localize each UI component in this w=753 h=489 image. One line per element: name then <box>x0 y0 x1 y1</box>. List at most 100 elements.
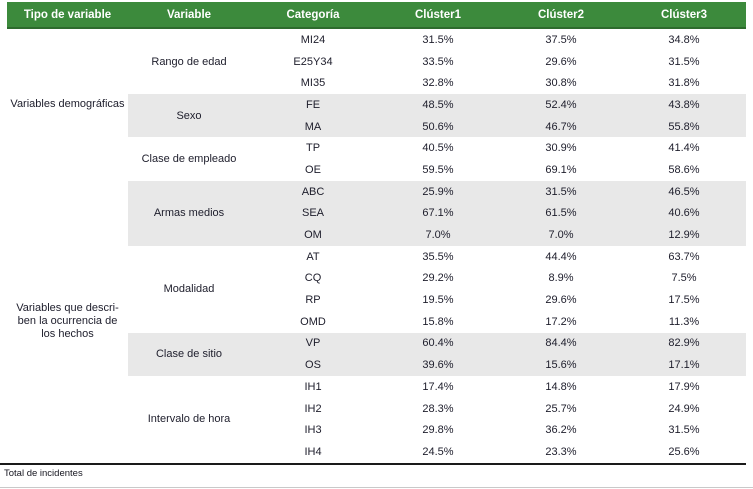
categoria-cell: IH4 <box>304 445 322 458</box>
cluster-value-cell: 50.6% <box>376 115 500 138</box>
table-row: Clase de sitio VP 60.4% 84.4% 82.9% <box>7 332 746 376</box>
table-row: IH3 29.8% 36.2% 31.5% <box>7 419 746 441</box>
cluster-value-cell: 31.5% <box>668 424 700 437</box>
cluster-value-cell: 25.7% <box>545 402 577 415</box>
variable-cell: Modalidad <box>163 283 215 296</box>
tipo-de-variable-cell: Variables que descri-ben la ocurrencia d… <box>16 302 119 341</box>
cluster-value-cell: 36.2% <box>545 424 577 437</box>
cluster-value-cell: 17.1% <box>622 354 746 376</box>
categoria-cell: VP <box>250 332 376 355</box>
categoria-cell: OMD <box>300 315 326 328</box>
cluster-value-cell: 40.5% <box>422 142 454 155</box>
footnote-total-incidentes: Total de incidentes <box>4 468 83 479</box>
categoria-cell: MA <box>250 115 376 138</box>
cluster-value-cell: 8.9% <box>548 272 574 285</box>
cluster-value-cell: 17.9% <box>668 380 700 393</box>
cluster-value-cell: 17.2% <box>545 315 577 328</box>
categoria-cell: AT <box>306 250 320 263</box>
cluster-value-cell: 30.9% <box>545 142 577 155</box>
categoria-cell: ABC <box>250 180 376 203</box>
header-row: Tipo de variable Variable Categoría Clús… <box>7 2 746 29</box>
categoria-cell: FE <box>250 94 376 116</box>
table-row: Variables demográficas Rango de edad MI24 3… <box>7 28 746 110</box>
cluster-value-cell: 59.5% <box>422 163 454 176</box>
variable-cell: Clase de empleado <box>141 153 237 166</box>
cluster-value-cell: 24.5% <box>422 445 454 458</box>
table-row: MA 50.6% 46.7% 55.8% <box>7 115 746 138</box>
cluster-value-cell: 7.0% <box>376 224 500 246</box>
variable-cell: Rango de edad <box>151 55 227 68</box>
header-cluster2: Clúster2 <box>500 2 622 29</box>
cluster-value-cell: 40.6% <box>622 202 746 225</box>
cluster-value-cell: 15.8% <box>422 315 454 328</box>
cluster-value-cell: 31.5% <box>500 180 622 203</box>
table-row: OMD 15.8% 17.2% 11.3% <box>7 311 746 333</box>
categoria-cell: IH3 <box>304 424 322 437</box>
cluster-value-cell: 17.4% <box>422 380 454 393</box>
table-row: Variables que descri-ben la ocurrencia d… <box>7 180 746 340</box>
cluster-value-cell: 84.4% <box>500 332 622 355</box>
cluster-value-cell: 52.4% <box>500 94 622 116</box>
categoria-cell: IH1 <box>304 380 322 393</box>
cluster-value-cell: 43.8% <box>622 94 746 116</box>
categoria-cell: OS <box>250 354 376 376</box>
table-row: CQ 29.2% 8.9% 7.5% <box>7 268 746 290</box>
cluster-value-cell: 31.5% <box>668 55 700 68</box>
header-cluster3: Clúster3 <box>622 2 746 29</box>
header-cluster1: Clúster1 <box>376 2 500 29</box>
cluster-value-cell: 34.8% <box>668 33 700 46</box>
cluster-value-cell: 30.8% <box>545 77 577 90</box>
cluster-value-cell: 31.5% <box>422 33 454 46</box>
cluster-value-cell: 55.8% <box>622 115 746 138</box>
table-row: Clase de empleado TP 40.5% 30.9% 41.4% <box>7 137 746 165</box>
cluster-value-cell: 29.8% <box>422 424 454 437</box>
table-row: Modalidad AT 35.5% 44.4% 63.7% <box>7 246 746 295</box>
cluster-value-cell: 14.8% <box>545 380 577 393</box>
table-row: Sexo FE 48.5% 52.4% 43.8% <box>7 94 746 138</box>
cluster-value-cell: 41.4% <box>668 142 700 155</box>
table-row: RP 19.5% 29.6% 17.5% <box>7 289 746 311</box>
categoria-cell: MI35 <box>300 77 326 90</box>
bottom-thick-rule <box>0 463 746 465</box>
cluster-value-cell: 29.6% <box>545 55 577 68</box>
cluster-value-cell: 15.6% <box>500 354 622 376</box>
header-tipo-de-variable: Tipo de variable <box>7 2 128 29</box>
cluster-value-cell: 37.5% <box>545 33 577 46</box>
cluster-value-cell: 25.6% <box>668 445 700 458</box>
bottom-thin-rule <box>0 487 753 488</box>
cluster-value-cell: 32.8% <box>422 77 454 90</box>
cluster-value-cell: 44.4% <box>545 250 577 263</box>
table-row: E25Y34 33.5% 29.6% 31.5% <box>7 51 746 73</box>
table-row: IH2 28.3% 25.7% 24.9% <box>7 398 746 420</box>
table-row: IH4 24.5% 23.3% 25.6% <box>7 441 746 463</box>
cluster-value-cell: 29.2% <box>422 272 454 285</box>
categoria-cell: SEA <box>250 202 376 225</box>
cluster-table-wrap: Tipo de variable Variable Categoría Clús… <box>7 2 746 463</box>
table-body: Variables demográficas Rango de edad MI24 3… <box>7 28 746 463</box>
variable-cell: Armas medios <box>128 180 250 246</box>
table-row: OE 59.5% 69.1% 58.6% <box>7 159 746 181</box>
cluster-value-cell: 35.5% <box>422 250 454 263</box>
cluster-value-cell: 7.5% <box>671 272 697 285</box>
cluster-value-cell: 58.6% <box>668 163 700 176</box>
cluster-value-cell: 29.6% <box>545 294 577 307</box>
header-categoria: Categoría <box>250 2 376 29</box>
cluster-value-cell: 46.5% <box>622 180 746 203</box>
cluster-value-cell: 11.3% <box>668 315 700 328</box>
cluster-value-cell: 7.0% <box>500 224 622 246</box>
categoria-cell: E25Y34 <box>293 55 333 68</box>
cluster-value-cell: 17.5% <box>668 294 700 307</box>
variable-cell: Sexo <box>128 94 250 138</box>
cluster-value-cell: 28.3% <box>422 402 454 415</box>
cluster-value-cell: 69.1% <box>545 163 577 176</box>
cluster-value-cell: 25.9% <box>376 180 500 203</box>
cluster-value-cell: 39.6% <box>376 354 500 376</box>
table-row: MI35 32.8% 30.8% 31.8% <box>7 72 746 94</box>
table-row: OS 39.6% 15.6% 17.1% <box>7 354 746 376</box>
cluster-value-cell: 61.5% <box>500 202 622 225</box>
cluster-value-cell: 82.9% <box>622 332 746 355</box>
categoria-cell: IH2 <box>304 402 322 415</box>
categoria-cell: OM <box>250 224 376 246</box>
cluster-value-cell: 63.7% <box>668 250 700 263</box>
tipo-de-variable-cell: Variables demográficas <box>10 98 125 111</box>
